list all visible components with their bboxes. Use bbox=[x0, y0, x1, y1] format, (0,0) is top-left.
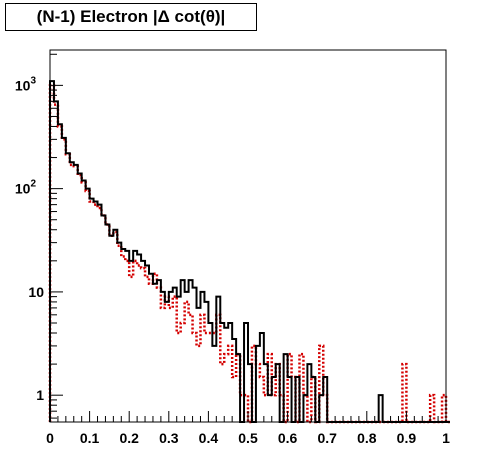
x-tick-label: 0.7 bbox=[317, 430, 337, 446]
tick-labels: 0 0.1 0.2 0.3 0.4 0.5 0.6 0.7 0.8 0.9 1 1 10 102 103 bbox=[15, 75, 450, 446]
series-solid-histogram bbox=[49, 80, 450, 423]
y-tick-label: 103 bbox=[15, 75, 37, 93]
x-tick-label: 0.9 bbox=[397, 430, 417, 446]
x-tick-label: 0.3 bbox=[159, 430, 179, 446]
y-tick-label: 1 bbox=[36, 387, 44, 403]
x-tick-label: 0 bbox=[46, 430, 54, 446]
x-tick-label: 0.5 bbox=[238, 430, 258, 446]
x-tick-label: 1 bbox=[442, 430, 450, 446]
y-tick-label: 102 bbox=[15, 179, 37, 197]
axis-ticks bbox=[49, 53, 447, 422]
x-tick-label: 0.2 bbox=[119, 430, 139, 446]
x-tick-label: 0.6 bbox=[278, 430, 298, 446]
y-tick-label: 10 bbox=[28, 284, 44, 300]
series-layer bbox=[48, 80, 450, 424]
chart-title: (N-1) Electron |Δ cot(θ)| bbox=[5, 3, 257, 31]
series-dotted-histogram bbox=[48, 84, 450, 424]
x-tick-label: 0.1 bbox=[80, 430, 100, 446]
x-tick-label: 0.4 bbox=[199, 430, 219, 446]
x-tick-label: 0.8 bbox=[357, 430, 377, 446]
